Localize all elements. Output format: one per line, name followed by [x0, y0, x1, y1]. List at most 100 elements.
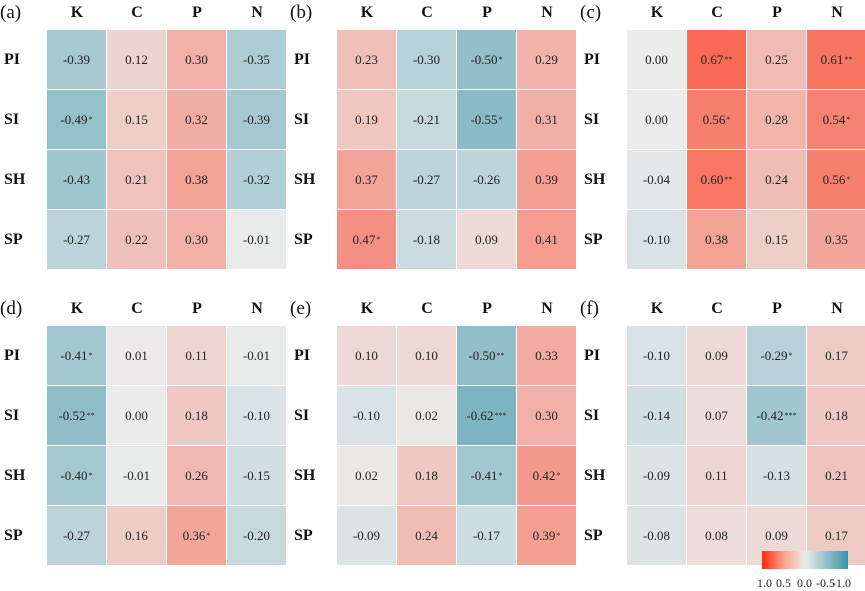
significance-marker: **	[724, 175, 733, 184]
heatmap-panel: (c) K C P N PI 0.00 0.67 ** 0.25 0.61 ** SI 0.00 0.56 *…	[580, 0, 865, 272]
panel-label: (d)	[0, 298, 23, 319]
cell-value: -0.43	[62, 171, 91, 187]
heatmap-cell: -0.08	[627, 506, 686, 565]
cell-value: -0.10	[642, 231, 671, 247]
cell-value: 0.31	[535, 111, 558, 127]
heatmap-cell: 0.31	[517, 90, 576, 149]
row-header: SI	[294, 407, 310, 424]
heatmap-cell: -0.10	[337, 386, 396, 445]
cell-value: 0.33	[535, 347, 558, 363]
cell-value: 0.07	[705, 407, 728, 423]
cell-value: -0.32	[242, 171, 271, 187]
heatmap-cell: 0.09	[687, 326, 746, 385]
heatmap-cell: -0.41 *	[457, 446, 516, 505]
cell-value: 0.10	[415, 347, 438, 363]
heatmap-cell: -0.15	[227, 446, 286, 505]
cell-value: -0.55	[470, 111, 498, 127]
heatmap-panel: (d) K C P N PI -0.41 * 0.01 0.11 -0.01 SI -0.52 ** 0.0…	[0, 296, 288, 568]
heatmap-panel: (f) K C P N PI -0.10 0.09 -0.29 * 0.17 SI -0.14 0.07 -…	[580, 296, 865, 568]
row-header: SI	[4, 111, 20, 128]
significance-marker: **	[724, 55, 733, 64]
row-header: SI	[584, 111, 600, 128]
significance-marker: **	[844, 55, 853, 64]
cell-value: 0.32	[185, 111, 208, 127]
heatmap-cell: 0.17	[807, 326, 865, 385]
heatmap-cell: 0.16	[107, 506, 166, 565]
cell-value: -0.17	[472, 527, 501, 543]
cell-value: -0.10	[642, 347, 671, 363]
cell-value: -0.50	[468, 347, 496, 363]
colorbar-tick-label: 1.0	[757, 576, 772, 590]
heatmap-cell: -0.09	[627, 446, 686, 505]
heatmap-cell: 0.36 *	[167, 506, 226, 565]
heatmap-panel: (b) K C P N PI 0.23 -0.30 -0.50 * 0.29 SI 0.19 -0.21-…	[290, 0, 578, 272]
cell-value: -0.09	[352, 527, 381, 543]
heatmap-cell: -0.01	[227, 210, 286, 269]
cell-value: -0.27	[62, 527, 91, 543]
cell-value: -0.10	[242, 407, 271, 423]
heatmap-cell: -0.01	[107, 446, 166, 505]
cell-value: -0.01	[122, 467, 151, 483]
cell-value: 0.36	[182, 527, 206, 543]
cell-value: 0.00	[645, 111, 668, 127]
cell-value: -0.39	[242, 111, 271, 127]
cell-value: -0.20	[242, 527, 271, 543]
significance-marker: *	[88, 471, 93, 480]
row-header: PI	[294, 347, 310, 364]
heatmap-cell: 0.32	[167, 90, 226, 149]
column-header: P	[772, 4, 782, 21]
heatmap-cell: 0.29	[517, 30, 576, 89]
significance-marker: *	[556, 471, 561, 480]
significance-marker: *	[788, 351, 793, 360]
column-header: C	[711, 300, 723, 317]
heatmap-cell: 0.18	[397, 446, 456, 505]
heatmap-cell: 0.09	[457, 210, 516, 269]
column-header: N	[251, 4, 263, 21]
heatmap-cell: 0.39 *	[517, 506, 576, 565]
significance-marker: *	[206, 531, 211, 540]
significance-marker: *	[726, 115, 731, 124]
heatmap-cell: -0.29 *	[747, 326, 806, 385]
cell-value: 0.16	[125, 527, 148, 543]
column-header: N	[541, 300, 553, 317]
column-header: P	[192, 4, 202, 21]
heatmap-cell: -0.40 *	[47, 446, 106, 505]
cell-value: -0.09	[642, 467, 671, 483]
heatmap-cell: -0.27	[47, 210, 106, 269]
row-header: SP	[4, 231, 23, 248]
heatmap-cell: -0.62 ***	[457, 386, 516, 445]
cell-value: 0.01	[125, 347, 148, 363]
cell-value: -0.35	[242, 51, 271, 67]
heatmap-cell: -0.49 *	[47, 90, 106, 149]
heatmap-cell: -0.10	[627, 326, 686, 385]
heatmap-cell: 0.30	[167, 30, 226, 89]
row-header: PI	[4, 51, 20, 68]
row-header: SI	[4, 407, 20, 424]
heatmap-cell: 0.39	[517, 150, 576, 209]
row-header: PI	[4, 347, 20, 364]
colorbar-tick-label: 0.5	[776, 576, 791, 590]
significance-marker: *	[88, 351, 93, 360]
heatmap-cell: 0.10	[397, 326, 456, 385]
cell-value: 0.09	[765, 527, 788, 543]
heatmap-cell: -0.27	[397, 150, 456, 209]
heatmap-cell: 0.38	[167, 150, 226, 209]
cell-value: 0.11	[185, 347, 208, 363]
column-header: N	[831, 4, 843, 21]
cell-value: -0.14	[642, 407, 671, 423]
cell-value: 0.38	[705, 231, 728, 247]
heatmap-cell: 0.38	[687, 210, 746, 269]
heatmap-cell: -0.42 ***	[747, 386, 806, 445]
colorbar-tick-label: -0.5	[816, 576, 835, 590]
cell-value: 0.30	[185, 51, 208, 67]
cell-value: 0.17	[825, 527, 848, 543]
significance-marker: *	[498, 115, 503, 124]
cell-value: -0.15	[242, 467, 271, 483]
heatmap-cell: 0.41	[517, 210, 576, 269]
heatmap-cell: 0.35	[807, 210, 865, 269]
heatmap-cell: 0.24	[397, 506, 456, 565]
cell-value: 0.17	[825, 347, 848, 363]
cell-value: -0.18	[412, 231, 441, 247]
significance-marker: *	[498, 55, 503, 64]
cell-value: -0.21	[412, 111, 441, 127]
